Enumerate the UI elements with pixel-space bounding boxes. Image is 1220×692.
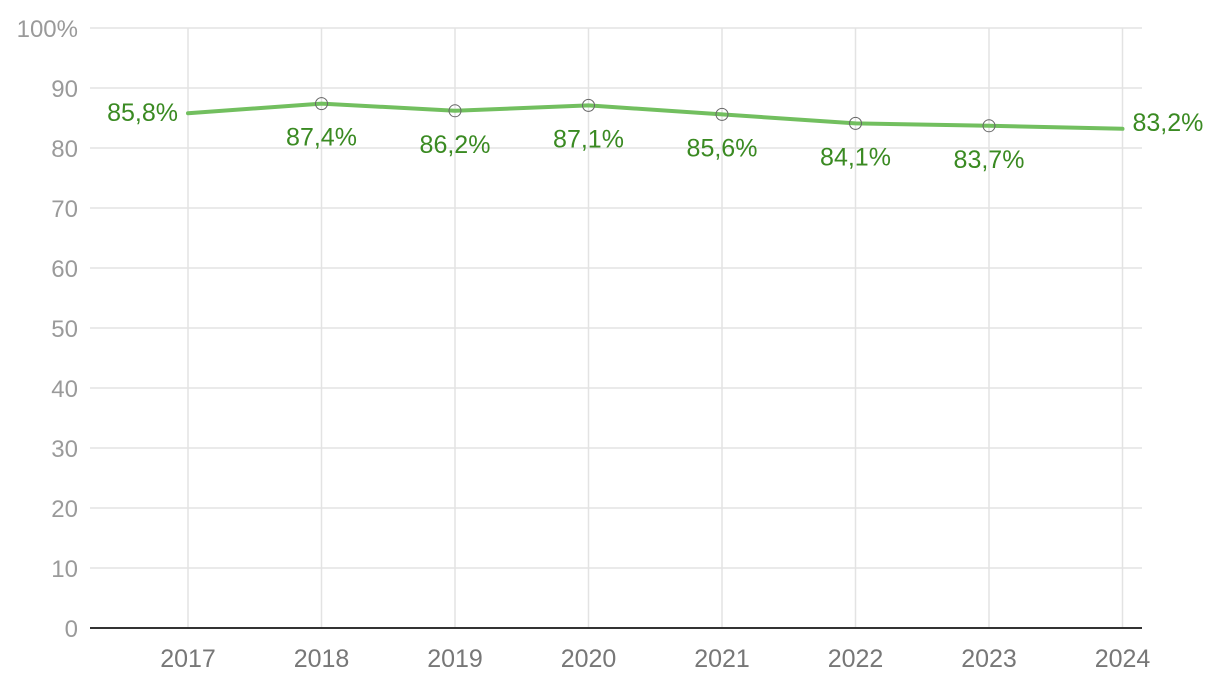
data-label: 87,1% — [553, 125, 624, 153]
y-tick-label: 80 — [51, 136, 78, 163]
data-label: 84,1% — [820, 143, 891, 171]
y-tick-label: 40 — [51, 376, 78, 403]
y-tick-label: 10 — [51, 556, 78, 583]
y-tick-label: 50 — [51, 316, 78, 343]
x-gridlines — [187, 28, 1124, 628]
y-gridlines — [90, 27, 1142, 569]
data-point — [448, 104, 462, 118]
data-point — [715, 107, 729, 121]
y-tick-label: 70 — [51, 196, 78, 223]
data-point — [982, 119, 996, 133]
x-axis-ticks: 2017 2018 2019 2020 2021 2022 2023 2024 — [160, 645, 1150, 673]
data-label: 83,7% — [954, 146, 1025, 174]
data-label: 85,8% — [107, 99, 178, 127]
data-label: 85,6% — [687, 134, 758, 162]
data-label: 86,2% — [420, 131, 491, 159]
data-label: 87,4% — [286, 124, 357, 152]
data-point — [849, 116, 862, 130]
x-tick-label: 2017 — [160, 645, 216, 673]
x-tick-label: 2018 — [294, 645, 350, 673]
series-line — [186, 101, 1125, 131]
x-tick-label: 2024 — [1095, 645, 1151, 673]
data-point — [315, 97, 328, 111]
x-tick-label: 2021 — [694, 645, 750, 673]
y-tick-label: 0 — [65, 616, 78, 643]
data-labels: 85,8% 87,4% 86,2% 87,1% 85,6% 84,1% 83,7% 83,2% — [107, 99, 1203, 174]
data-point — [582, 98, 595, 112]
x-tick-label: 2023 — [961, 645, 1017, 673]
x-tick-label: 2020 — [561, 645, 617, 673]
y-tick-label: 100% — [17, 16, 78, 43]
y-tick-label: 90 — [51, 76, 78, 103]
y-axis-ticks: 0 10 20 30 40 50 60 70 80 90 100% — [17, 16, 78, 643]
data-label: 83,2% — [1133, 109, 1204, 137]
x-tick-label: 2019 — [427, 645, 483, 673]
y-tick-label: 30 — [51, 436, 78, 463]
y-tick-label: 60 — [51, 256, 78, 283]
x-tick-label: 2022 — [828, 645, 884, 673]
data-point-markers — [315, 97, 996, 133]
y-tick-label: 20 — [51, 496, 78, 523]
